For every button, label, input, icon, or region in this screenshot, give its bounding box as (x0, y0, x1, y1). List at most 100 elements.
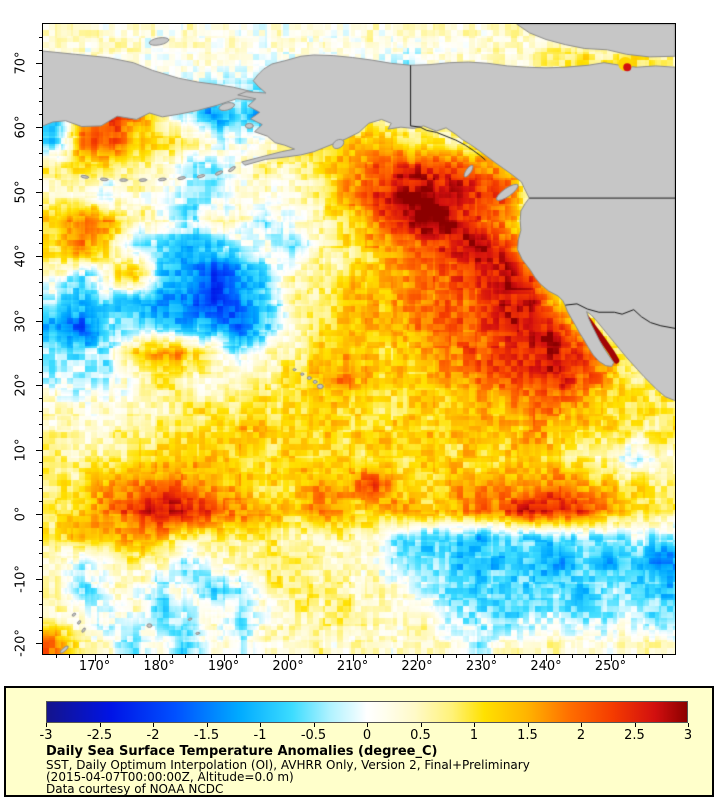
x-minor-tick (68, 654, 70, 658)
colorbar-tick-label: 1.5 (517, 728, 538, 743)
x-minor-tick (597, 654, 599, 658)
y-major-tick (36, 385, 43, 387)
x-major-tick (481, 654, 483, 661)
colorbar-tick (420, 723, 422, 727)
map-plot-area (42, 23, 676, 655)
colorbar-tick-label: 2.5 (624, 728, 645, 743)
x-minor-tick (184, 654, 186, 658)
y-minor-tick (39, 359, 43, 361)
legend-title: Daily Sea Surface Temperature Anomalies … (46, 744, 438, 759)
x-minor-tick (313, 654, 315, 658)
y-minor-tick (39, 475, 43, 477)
x-axis-tick-label: 200° (272, 659, 304, 674)
colorbar-tick (206, 723, 208, 727)
x-axis-tick-label: 170° (78, 659, 111, 674)
y-minor-tick (39, 617, 43, 619)
x-major-tick (223, 654, 225, 661)
y-minor-tick (39, 217, 43, 219)
legend-credit: Data courtesy of NOAA NCDC (46, 782, 224, 796)
colorbar-tick (688, 723, 689, 727)
x-minor-tick (455, 654, 457, 658)
sst-map-canvas (43, 24, 675, 654)
legend-text-block: Daily Sea Surface Temperature Anomalies … (46, 744, 530, 796)
colorbar-tick-label: 2 (576, 728, 586, 743)
x-minor-tick (300, 654, 302, 658)
x-major-tick (288, 654, 290, 661)
y-minor-tick (39, 333, 43, 335)
x-minor-tick (249, 654, 251, 658)
colorbar-tick (260, 723, 261, 727)
x-minor-tick (107, 654, 109, 658)
y-minor-tick (39, 75, 43, 77)
y-major-tick (36, 578, 43, 580)
x-axis-tick-label: 250° (594, 659, 627, 674)
x-axis-tick-label: 180° (143, 659, 175, 674)
colorbar-tick-label: -1 (253, 728, 267, 743)
colorbar-tick-label: -0.5 (300, 728, 327, 743)
y-minor-tick (39, 243, 43, 245)
x-minor-tick (533, 654, 535, 658)
y-major-tick (36, 191, 43, 193)
x-major-tick (546, 654, 548, 661)
colorbar-tick-label: -3 (39, 728, 53, 743)
y-axis-tick-label: 50° (13, 180, 29, 204)
colorbar-tick (474, 723, 475, 727)
colorbar-tick-label: 1 (469, 728, 479, 743)
y-minor-tick (39, 526, 43, 528)
x-minor-tick (404, 654, 406, 658)
colorbar-tick-label: 0 (362, 728, 372, 743)
y-minor-tick (39, 410, 43, 412)
legend-subtitle: SST, Daily Optimum Interpolation (OI), A… (46, 758, 530, 772)
y-minor-tick (39, 436, 43, 438)
x-major-tick (610, 654, 612, 661)
x-major-tick (352, 654, 354, 661)
x-minor-tick (584, 654, 586, 658)
y-major-tick (36, 62, 43, 64)
x-minor-tick (507, 654, 509, 658)
x-minor-tick (649, 654, 651, 658)
x-minor-tick (236, 654, 238, 658)
colorbar-tick (153, 723, 154, 727)
legend-panel: -3 -2.5 -2 -1.5 -1 -0.5 0 0.5 1 1.5 2 2.5 3 Daily Se… (4, 686, 714, 797)
colorbar-gradient (46, 701, 688, 723)
x-minor-tick (365, 654, 367, 658)
y-minor-tick (39, 165, 43, 167)
y-major-tick (36, 256, 43, 258)
x-minor-tick (197, 654, 199, 658)
x-minor-tick (391, 654, 393, 658)
x-minor-tick (429, 654, 431, 658)
y-minor-tick (39, 488, 43, 490)
colorbar-tick (527, 723, 529, 727)
x-major-tick (417, 654, 419, 661)
x-minor-tick (378, 654, 380, 658)
y-axis-tick-label: 10° (13, 438, 29, 462)
x-minor-tick (442, 654, 444, 658)
x-minor-tick (494, 654, 496, 658)
y-minor-tick (39, 114, 43, 116)
y-minor-tick (39, 346, 43, 348)
y-minor-tick (39, 152, 43, 154)
y-minor-tick (39, 36, 43, 38)
y-minor-tick (39, 204, 43, 206)
y-minor-tick (39, 269, 43, 271)
y-axis-tick-label: -10° (13, 564, 29, 593)
y-major-tick (36, 514, 43, 516)
y-minor-tick (39, 501, 43, 503)
y-minor-tick (39, 462, 43, 464)
colorbar-tick-label: -2 (146, 728, 160, 743)
x-minor-tick (275, 654, 277, 658)
y-minor-tick (39, 230, 43, 232)
y-minor-tick (39, 294, 43, 296)
colorbar-tick (634, 723, 636, 727)
x-minor-tick (55, 654, 57, 658)
y-minor-tick (39, 372, 43, 374)
x-minor-tick (339, 654, 341, 658)
x-minor-tick (662, 654, 664, 658)
y-axis-tick-label: 60° (13, 115, 29, 139)
y-major-tick (36, 643, 43, 645)
colorbar-tick-label: -1.5 (193, 728, 220, 743)
y-minor-tick (39, 88, 43, 90)
y-major-tick (36, 320, 43, 322)
x-minor-tick (210, 654, 212, 658)
